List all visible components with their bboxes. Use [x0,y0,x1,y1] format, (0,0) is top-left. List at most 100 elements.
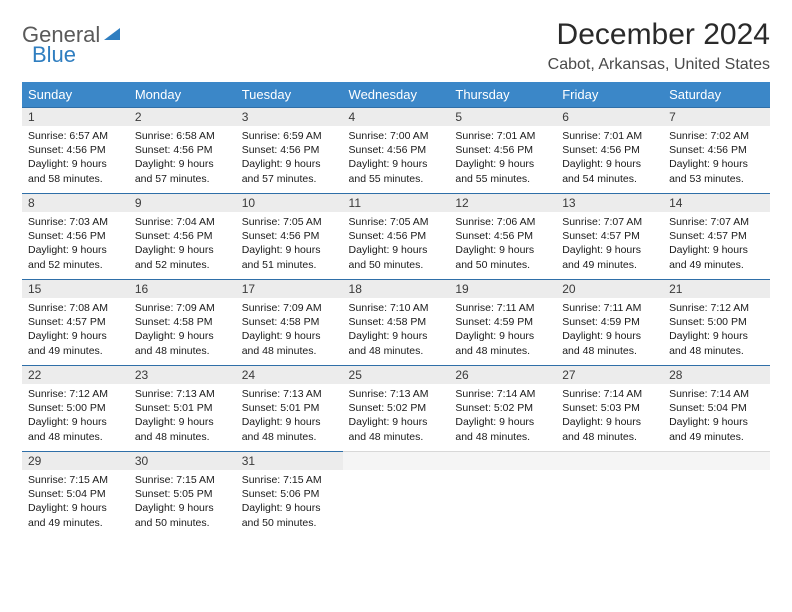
day-number: 28 [663,365,770,384]
calendar-day-cell: 4Sunrise: 7:00 AMSunset: 4:56 PMDaylight… [343,107,450,193]
sunrise-line: Sunrise: 7:15 AM [28,473,123,487]
header: General Blue December 2024 Cabot, Arkans… [22,18,770,74]
day-details: Sunrise: 7:11 AMSunset: 4:59 PMDaylight:… [556,298,663,364]
location-text: Cabot, Arkansas, United States [548,56,770,74]
calendar-day-cell: 22Sunrise: 7:12 AMSunset: 5:00 PMDayligh… [22,365,129,451]
weekday-header-row: SundayMondayTuesdayWednesdayThursdayFrid… [22,82,770,107]
calendar-day-cell: 23Sunrise: 7:13 AMSunset: 5:01 PMDayligh… [129,365,236,451]
calendar-day-cell [556,451,663,537]
calendar-day-cell: 5Sunrise: 7:01 AMSunset: 4:56 PMDaylight… [449,107,556,193]
sunrise-line: Sunrise: 6:57 AM [28,129,123,143]
sunset-line: Sunset: 4:59 PM [562,315,657,329]
day-details: Sunrise: 7:05 AMSunset: 4:56 PMDaylight:… [343,212,450,278]
day-details: Sunrise: 6:58 AMSunset: 4:56 PMDaylight:… [129,126,236,192]
sunset-line: Sunset: 4:56 PM [562,143,657,157]
day-details: Sunrise: 6:59 AMSunset: 4:56 PMDaylight:… [236,126,343,192]
daylight-line: Daylight: 9 hours and 48 minutes. [669,329,764,357]
sunset-line: Sunset: 5:00 PM [669,315,764,329]
calendar-day-cell: 2Sunrise: 6:58 AMSunset: 4:56 PMDaylight… [129,107,236,193]
day-details: Sunrise: 7:10 AMSunset: 4:58 PMDaylight:… [343,298,450,364]
sunrise-line: Sunrise: 7:15 AM [135,473,230,487]
sunset-line: Sunset: 4:57 PM [562,229,657,243]
calendar-day-cell: 31Sunrise: 7:15 AMSunset: 5:06 PMDayligh… [236,451,343,537]
page-title: December 2024 [548,18,770,52]
calendar-day-cell: 7Sunrise: 7:02 AMSunset: 4:56 PMDaylight… [663,107,770,193]
sunrise-line: Sunrise: 7:07 AM [669,215,764,229]
day-number: 19 [449,279,556,298]
daylight-line: Daylight: 9 hours and 49 minutes. [669,415,764,443]
day-details: Sunrise: 7:13 AMSunset: 5:01 PMDaylight:… [236,384,343,450]
day-details: Sunrise: 7:09 AMSunset: 4:58 PMDaylight:… [236,298,343,364]
day-details: Sunrise: 7:05 AMSunset: 4:56 PMDaylight:… [236,212,343,278]
day-details: Sunrise: 7:11 AMSunset: 4:59 PMDaylight:… [449,298,556,364]
day-number: 22 [22,365,129,384]
sunset-line: Sunset: 5:01 PM [242,401,337,415]
logo-sail-icon [102,26,122,47]
daylight-line: Daylight: 9 hours and 51 minutes. [242,243,337,271]
day-number: 11 [343,193,450,212]
calendar-day-cell: 14Sunrise: 7:07 AMSunset: 4:57 PMDayligh… [663,193,770,279]
day-number: 16 [129,279,236,298]
calendar-week-row: 22Sunrise: 7:12 AMSunset: 5:00 PMDayligh… [22,365,770,451]
sunrise-line: Sunrise: 7:10 AM [349,301,444,315]
daylight-line: Daylight: 9 hours and 48 minutes. [242,415,337,443]
daylight-line: Daylight: 9 hours and 50 minutes. [455,243,550,271]
sunset-line: Sunset: 4:56 PM [669,143,764,157]
day-details: Sunrise: 7:13 AMSunset: 5:02 PMDaylight:… [343,384,450,450]
sunrise-line: Sunrise: 7:12 AM [669,301,764,315]
day-number [449,451,556,470]
sunrise-line: Sunrise: 7:04 AM [135,215,230,229]
sunrise-line: Sunrise: 7:09 AM [135,301,230,315]
sunrise-line: Sunrise: 7:03 AM [28,215,123,229]
calendar-day-cell [449,451,556,537]
day-number: 29 [22,451,129,470]
sunset-line: Sunset: 4:56 PM [28,143,123,157]
sunset-line: Sunset: 4:58 PM [242,315,337,329]
calendar-day-cell: 8Sunrise: 7:03 AMSunset: 4:56 PMDaylight… [22,193,129,279]
daylight-line: Daylight: 9 hours and 50 minutes. [349,243,444,271]
calendar-week-row: 15Sunrise: 7:08 AMSunset: 4:57 PMDayligh… [22,279,770,365]
sunset-line: Sunset: 5:04 PM [28,487,123,501]
day-details: Sunrise: 7:15 AMSunset: 5:06 PMDaylight:… [236,470,343,536]
day-number: 17 [236,279,343,298]
calendar-day-cell: 18Sunrise: 7:10 AMSunset: 4:58 PMDayligh… [343,279,450,365]
sunrise-line: Sunrise: 7:14 AM [562,387,657,401]
day-details: Sunrise: 7:15 AMSunset: 5:04 PMDaylight:… [22,470,129,536]
day-number: 6 [556,107,663,126]
sunset-line: Sunset: 5:03 PM [562,401,657,415]
day-number: 13 [556,193,663,212]
day-details: Sunrise: 7:02 AMSunset: 4:56 PMDaylight:… [663,126,770,192]
calendar-day-cell: 1Sunrise: 6:57 AMSunset: 4:56 PMDaylight… [22,107,129,193]
sunrise-line: Sunrise: 7:13 AM [135,387,230,401]
day-details: Sunrise: 7:07 AMSunset: 4:57 PMDaylight:… [663,212,770,278]
calendar-week-row: 8Sunrise: 7:03 AMSunset: 4:56 PMDaylight… [22,193,770,279]
sunset-line: Sunset: 5:00 PM [28,401,123,415]
day-details: Sunrise: 7:01 AMSunset: 4:56 PMDaylight:… [556,126,663,192]
sunrise-line: Sunrise: 7:02 AM [669,129,764,143]
daylight-line: Daylight: 9 hours and 48 minutes. [455,415,550,443]
sunset-line: Sunset: 4:59 PM [455,315,550,329]
sunset-line: Sunset: 4:58 PM [349,315,444,329]
day-number: 18 [343,279,450,298]
calendar-day-cell: 28Sunrise: 7:14 AMSunset: 5:04 PMDayligh… [663,365,770,451]
sunrise-line: Sunrise: 7:11 AM [455,301,550,315]
sunset-line: Sunset: 4:58 PM [135,315,230,329]
sunrise-line: Sunrise: 7:07 AM [562,215,657,229]
calendar-day-cell: 30Sunrise: 7:15 AMSunset: 5:05 PMDayligh… [129,451,236,537]
calendar-day-cell: 20Sunrise: 7:11 AMSunset: 4:59 PMDayligh… [556,279,663,365]
day-number: 24 [236,365,343,384]
sunrise-line: Sunrise: 7:05 AM [242,215,337,229]
daylight-line: Daylight: 9 hours and 48 minutes. [455,329,550,357]
daylight-line: Daylight: 9 hours and 49 minutes. [562,243,657,271]
daylight-line: Daylight: 9 hours and 48 minutes. [242,329,337,357]
day-details: Sunrise: 7:12 AMSunset: 5:00 PMDaylight:… [22,384,129,450]
daylight-line: Daylight: 9 hours and 57 minutes. [135,157,230,185]
day-number: 20 [556,279,663,298]
calendar-day-cell: 25Sunrise: 7:13 AMSunset: 5:02 PMDayligh… [343,365,450,451]
day-details: Sunrise: 7:04 AMSunset: 4:56 PMDaylight:… [129,212,236,278]
sunrise-line: Sunrise: 7:06 AM [455,215,550,229]
calendar-table: SundayMondayTuesdayWednesdayThursdayFrid… [22,82,770,537]
day-number: 15 [22,279,129,298]
sunrise-line: Sunrise: 7:01 AM [455,129,550,143]
daylight-line: Daylight: 9 hours and 53 minutes. [669,157,764,185]
